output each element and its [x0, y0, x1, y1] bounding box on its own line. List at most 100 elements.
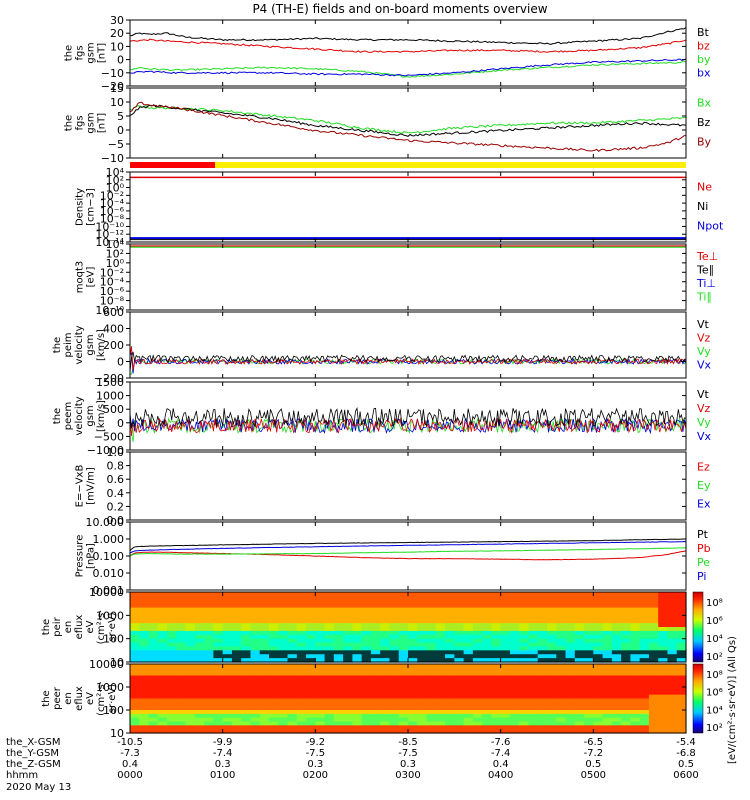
ephemeris-value: 0200 [303, 770, 328, 781]
heatmap-cell [343, 675, 353, 680]
heatmap-cell [324, 706, 335, 711]
heatmap-cell [417, 642, 428, 648]
heatmap-cell [491, 694, 502, 700]
heatmap-cell [639, 619, 650, 624]
heatmap-cell [537, 599, 548, 605]
heatmap-cell [491, 627, 502, 632]
heatmap-cell [556, 646, 567, 651]
heatmap-cell [315, 721, 326, 726]
heatmap-cell [537, 607, 548, 613]
heatmap-cell [194, 713, 205, 719]
colorbar-tick-label: 10² [706, 723, 723, 734]
heatmap-cell [472, 683, 483, 688]
heatmap-cell [380, 690, 391, 696]
heatmap-cell [574, 729, 585, 734]
heatmap-cell [547, 619, 557, 624]
heatmap-cell [658, 611, 669, 616]
heatmap-cell [621, 599, 631, 605]
heatmap-cell [157, 683, 168, 688]
y-tick-label: 10² [106, 174, 124, 187]
y-axis-label: gsm [86, 112, 97, 133]
heatmap-cell [315, 729, 326, 734]
heatmap-cell [204, 615, 214, 620]
heatmap-cell [454, 611, 465, 616]
y-axis-label: fgs [75, 45, 86, 60]
heatmap-cell [574, 725, 585, 730]
heatmap-cell [519, 603, 530, 609]
heatmap-cell [296, 603, 307, 609]
y-axis-label: moqt3 [75, 261, 86, 294]
heatmap-cell [389, 679, 400, 684]
heatmap-cell [278, 671, 289, 677]
heatmap-cell [250, 611, 261, 616]
heatmap-cell [417, 615, 428, 620]
heatmap-cell [139, 611, 150, 616]
heatmap-cell [574, 642, 585, 648]
heatmap-cell [222, 702, 233, 707]
heatmap-cell [537, 721, 548, 726]
legend-entry: Ti⊥ [696, 277, 716, 290]
heatmap-cell [139, 634, 150, 640]
heatmap-cell [547, 710, 557, 715]
heatmap-cell [593, 627, 604, 632]
heatmap-cell [408, 619, 418, 624]
heatmap-cell [556, 623, 567, 628]
heatmap-cell [528, 694, 539, 700]
heatmap-cell [611, 642, 622, 648]
heatmap-cell [222, 667, 233, 673]
y-tick-label: 10 [110, 656, 124, 669]
heatmap-cell [482, 690, 492, 696]
heatmap-cell [222, 603, 233, 609]
heatmap-cell [417, 599, 428, 605]
heatmap-cell [611, 619, 622, 624]
heatmap-cell [519, 627, 530, 632]
heatmap-cell [676, 592, 687, 597]
heatmap-cell [574, 638, 585, 644]
heatmap-cell [333, 634, 344, 640]
heatmap-cell [352, 630, 363, 636]
heatmap-cell [139, 713, 150, 719]
heatmap-cell [213, 650, 224, 655]
heatmap-cell [324, 650, 335, 655]
heatmap-cell [324, 654, 335, 659]
heatmap-cell [658, 675, 669, 680]
heatmap-cell [333, 595, 344, 601]
heatmap-cell [658, 690, 669, 696]
heatmap-cell [370, 595, 381, 601]
heatmap-cell [537, 698, 548, 703]
heatmap-cell [408, 710, 418, 715]
heatmap-cell [380, 725, 391, 730]
ephemeris-value: 0.4 [122, 759, 138, 770]
heatmap-cell [593, 679, 604, 684]
heatmap-cell [157, 650, 168, 655]
heatmap-cell [630, 690, 641, 696]
heatmap-cell [222, 611, 233, 616]
heatmap-cell [194, 679, 205, 684]
heatmap-cell [306, 710, 316, 715]
heatmap-cell [676, 646, 687, 651]
heatmap-cell [296, 623, 307, 628]
heatmap-cell [250, 702, 261, 707]
heatmap-cell [500, 671, 511, 677]
heatmap-cell [630, 603, 641, 609]
heatmap-cell [213, 658, 224, 663]
heatmap-cell [537, 615, 548, 620]
heatmap-cell [269, 675, 279, 680]
heatmap-cell [296, 664, 307, 669]
heatmap-cell [194, 638, 205, 644]
heatmap-cell [222, 623, 233, 628]
heatmap-cell [241, 717, 252, 723]
heatmap-cell [491, 717, 502, 723]
heatmap-cell [324, 611, 335, 616]
legend-entry: Bt [697, 26, 710, 39]
y-axis-label: eflux [74, 686, 85, 711]
heatmap-cell [324, 675, 335, 680]
heatmap-cell [639, 658, 650, 663]
heatmap-cell [213, 694, 224, 700]
heatmap-cell [648, 638, 659, 644]
heatmap-cell [148, 654, 159, 659]
heatmap-cell [324, 630, 335, 636]
heatmap-cell [584, 623, 594, 628]
